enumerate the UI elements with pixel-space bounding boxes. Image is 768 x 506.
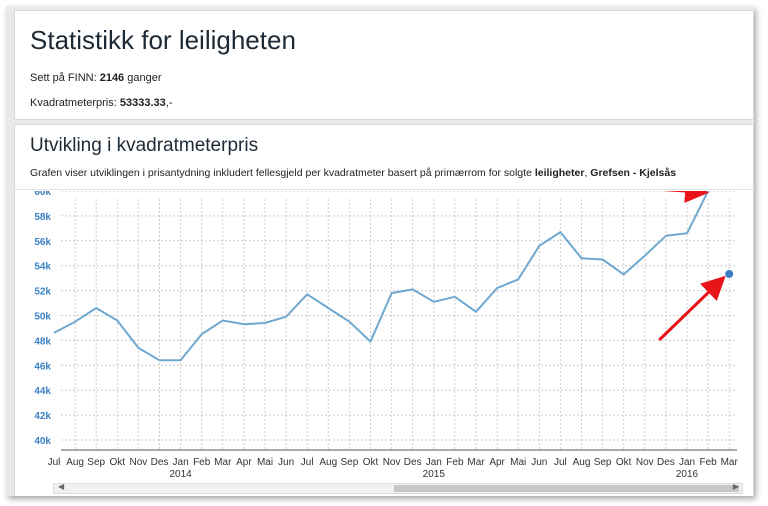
y-tick-label: 50k: [34, 312, 51, 323]
y-tick-label: 56k: [34, 237, 51, 248]
x-tick-label: Okt: [363, 457, 379, 468]
description-bold-area: Grefsen - Kjelsås: [590, 167, 677, 179]
x-tick-label: Jul: [301, 457, 314, 468]
scroll-left-icon[interactable]: ◀: [58, 482, 65, 491]
sqm-value: 53333.33: [119, 97, 166, 109]
description-bold-type: leiligheter: [534, 167, 585, 179]
x-tick-label: Jul: [48, 457, 61, 468]
x-tick-label: Jan: [679, 457, 695, 468]
views-label: Sett på FINN:: [30, 72, 97, 84]
x-tick-label: Mar: [467, 457, 485, 468]
x-tick-label: Apr: [236, 457, 252, 468]
chart-title: Utvikling i kvadratmeterpris: [30, 135, 259, 156]
description-text: Grafen viser utviklingen i prisantydning…: [30, 167, 532, 179]
views-suffix: ganger: [127, 72, 162, 84]
y-tick-label: 52k: [34, 287, 51, 298]
x-tick-label: Sep: [87, 457, 105, 468]
x-tick-label: Nov: [383, 457, 401, 468]
x-tick-label: Des: [404, 457, 422, 468]
y-tick-label: 60k: [34, 191, 51, 198]
x-tick-label: Sep: [594, 457, 612, 468]
arrow-to-current-icon: [658, 275, 726, 342]
x-tick-label: Des: [657, 457, 675, 468]
year-label: 2014: [169, 469, 192, 480]
series-line: [53, 191, 709, 362]
x-tick-label: Mar: [214, 457, 232, 468]
stats-card: Statistikk for leiligheten Sett på FINN:…: [14, 10, 754, 120]
x-tick-label: Okt: [110, 457, 126, 468]
x-tick-label: Jan: [173, 457, 189, 468]
year-label: 2015: [423, 469, 446, 480]
chart-card: Utvikling i kvadratmeterpris Grafen vise…: [14, 124, 754, 496]
x-tick-label: Jul: [554, 457, 567, 468]
x-tick-label: Aug: [66, 457, 84, 468]
x-tick-label: Jan: [426, 457, 442, 468]
x-tick-label: Apr: [489, 457, 505, 468]
x-tick-label: Mai: [257, 457, 273, 468]
x-tick-label: Feb: [699, 457, 717, 468]
x-tick-label: Nov: [636, 457, 654, 468]
x-tick-label: Nov: [130, 457, 148, 468]
y-tick-label: 54k: [34, 262, 51, 273]
y-tick-label: 58k: [34, 212, 51, 223]
x-tick-label: Okt: [616, 457, 632, 468]
description-sep: ,: [584, 167, 588, 179]
x-tick-label: Mai: [510, 457, 526, 468]
page-screenshot: Statistikk for leiligheten Sett på FINN:…: [6, 6, 754, 496]
scroll-thumb[interactable]: [394, 485, 739, 492]
x-tick-label: Aug: [573, 457, 591, 468]
divider: [15, 189, 753, 190]
x-tick-label: Feb: [446, 457, 464, 468]
chart-scrollbar[interactable]: ◀ ▶: [53, 482, 743, 494]
views-value: 2146: [99, 72, 125, 84]
y-tick-label: 40k: [34, 436, 51, 447]
x-tick-label: Feb: [193, 457, 211, 468]
current-price-point: [725, 270, 734, 279]
x-tick-label: Des: [151, 457, 169, 468]
chart-description: Grafen viser utviklingen i prisantydning…: [30, 167, 676, 179]
y-tick-label: 48k: [34, 336, 51, 347]
sqm-price-line: Kvadratmeterpris: 53333.33,-: [30, 97, 173, 109]
y-tick-label: 44k: [34, 386, 51, 397]
scroll-right-icon[interactable]: ▶: [732, 482, 739, 491]
x-tick-label: Jun: [278, 457, 294, 468]
views-line: Sett på FINN: 2146 ganger: [30, 72, 162, 84]
sqm-suffix: ,-: [165, 97, 173, 109]
x-tick-label: Aug: [319, 457, 337, 468]
sqm-label: Kvadratmeterpris:: [30, 97, 117, 109]
y-tick-label: 46k: [34, 361, 51, 372]
x-tick-label: Jun: [531, 457, 547, 468]
arrow-to-latest-icon: [662, 191, 710, 203]
y-tick-label: 42k: [34, 411, 51, 422]
year-label: 2016: [676, 469, 699, 480]
x-tick-label: Sep: [341, 457, 359, 468]
x-tick-label: Mar: [721, 457, 739, 468]
page-title: Statistikk for leiligheten: [30, 25, 296, 55]
